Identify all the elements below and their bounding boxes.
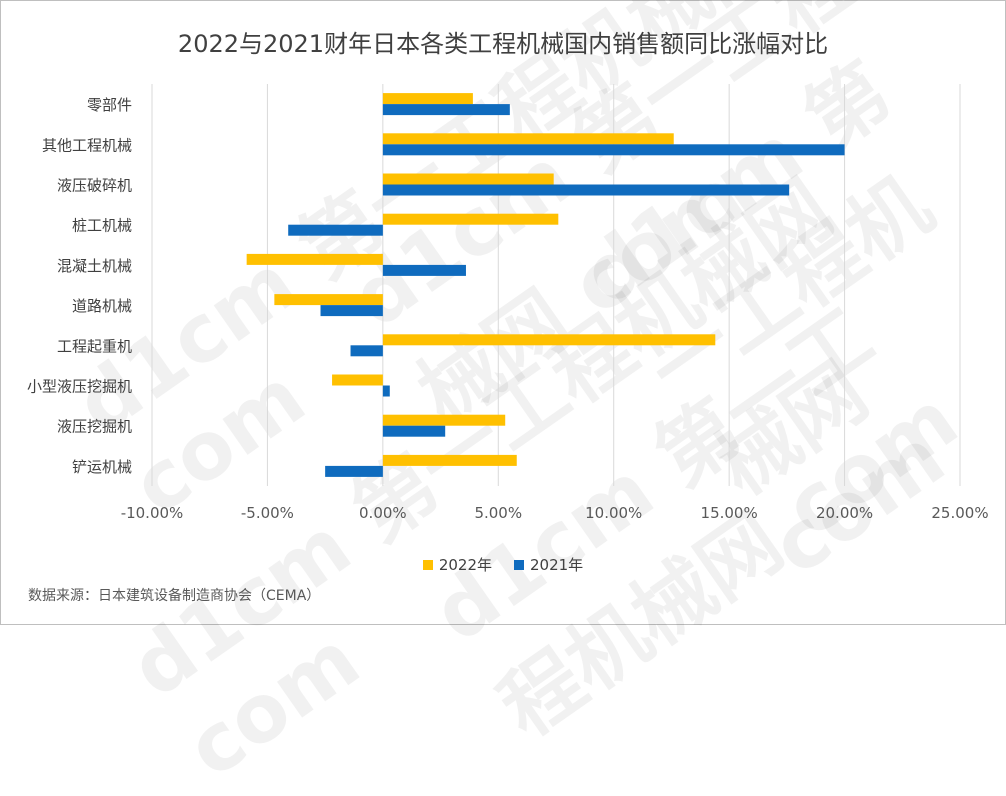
x-tick-label: 10.00%	[585, 504, 642, 522]
bar-2022	[382, 334, 716, 346]
bar-2021	[382, 425, 446, 437]
bar-2021	[288, 224, 383, 236]
bar-2022	[382, 133, 674, 145]
bar-2022	[382, 173, 554, 185]
category-label: 工程起重机	[57, 337, 132, 355]
x-tick-label: 15.00%	[701, 504, 758, 522]
category-label: 小型液压挖掘机	[27, 378, 132, 396]
legend-label-2022: 2022年	[438, 556, 492, 574]
legend-label-2021: 2021年	[530, 556, 584, 574]
bar-2021	[382, 144, 845, 156]
category-label: 铲运机械	[72, 458, 132, 476]
x-tick-label: -10.00%	[121, 504, 184, 522]
bar-2021	[382, 385, 390, 397]
bar-2021	[382, 184, 790, 196]
category-label: 零部件	[87, 96, 132, 114]
category-label: 其他工程机械	[42, 136, 132, 154]
bar-2022	[246, 253, 383, 265]
bar-2022	[382, 414, 506, 426]
x-tick-label: 5.00%	[474, 504, 522, 522]
bar-2021	[325, 465, 383, 477]
category-label: 混凝土机械	[57, 257, 132, 275]
category-label: 液压挖掘机	[57, 418, 132, 436]
bar-2022	[382, 93, 473, 105]
category-label: 液压破碎机	[57, 177, 132, 195]
x-tick-label: 0.00%	[359, 504, 407, 522]
bar-2021	[320, 305, 383, 317]
source-note: 数据来源：日本建筑设备制造商协会（CEMA）	[28, 588, 321, 604]
x-tick-label: -5.00%	[241, 504, 294, 522]
legend-swatch-2022	[422, 559, 433, 570]
x-tick-label: 25.00%	[931, 504, 988, 522]
category-label: 桩工机械	[72, 217, 132, 235]
legend-item-2021: 2021年	[514, 554, 583, 575]
category-label: 道路机械	[72, 297, 132, 315]
bar-2021	[382, 104, 510, 116]
bar-chart: -10.00% -5.00% 0.00% 5.00% 10.00% 15.00% 20.00…	[27, 84, 989, 522]
bar-2022	[274, 294, 383, 306]
chart-title: 2022与2021财年日本各类工程机械国内销售额同比涨幅对比	[177, 30, 829, 58]
bar-2022	[332, 374, 383, 386]
x-tick-label: 20.00%	[816, 504, 873, 522]
bar-2021	[350, 345, 383, 357]
legend-item-2022: 2022年	[422, 554, 492, 575]
bar-2022	[382, 213, 559, 225]
legend-swatch-2021	[514, 559, 524, 570]
bar-2022	[382, 454, 517, 466]
bar-2021	[382, 264, 466, 276]
legend: 2022年 2021年	[0, 554, 1006, 575]
